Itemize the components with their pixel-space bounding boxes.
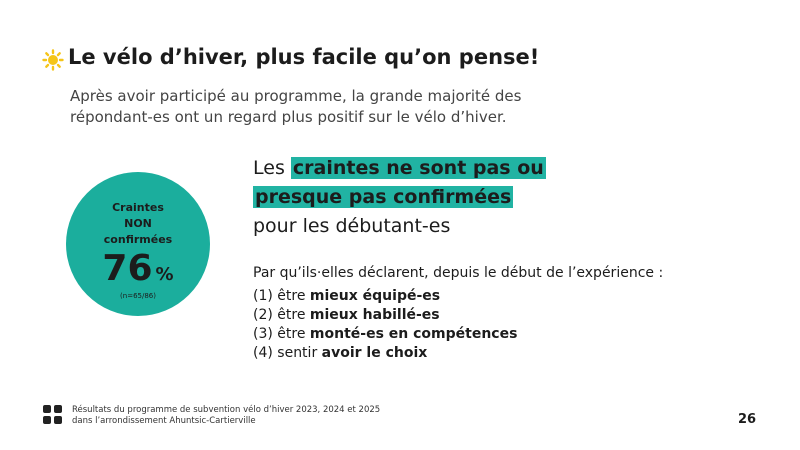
headline-text: Les (253, 157, 285, 179)
footer-line: dans l’arrondissement Ahuntsic-Cartiervi… (72, 416, 256, 426)
highlight: craintes ne sont pas ou (290, 157, 546, 179)
item-bold: mieux équipé-es (309, 288, 441, 304)
list: (1) être mieux équipé-es (2) être mieux … (253, 287, 517, 363)
list-item: (2) être mieux habillé-es (253, 306, 517, 325)
stat-label-line: confirmées (103, 233, 173, 246)
title: Le vélo d’hiver, plus facile qu’on pense… (68, 45, 540, 69)
list-intro: Par qu’ils·elles déclarent, depuis le dé… (253, 265, 664, 281)
stat-label-line: Craintes (112, 201, 164, 214)
item-prefix: (2) être (253, 307, 306, 323)
stat-value: 76% (66, 248, 210, 289)
list-item: (4) sentir avoir le choix (253, 344, 517, 363)
footer: Résultats du programme de subvention vél… (72, 405, 380, 427)
item-prefix: (3) être (253, 326, 306, 342)
sun-icon (42, 49, 64, 71)
headline-text: pour les débutant-es (253, 215, 451, 237)
page-number: 26 (738, 412, 757, 427)
item-bold: monté-es en compétences (309, 326, 518, 342)
subtitle: Après avoir participé au programme, la g… (70, 87, 522, 126)
stat-number: 76 (102, 248, 153, 289)
highlight: presque pas confirmées (253, 186, 514, 208)
footer-line: Résultats du programme de subvention vél… (72, 405, 381, 415)
list-item: (1) être mieux équipé-es (253, 287, 517, 306)
stat-circle (66, 172, 210, 316)
item-prefix: (4) sentir (253, 345, 318, 361)
list-item: (3) être monté-es en compétences (253, 325, 517, 344)
item-bold: mieux habillé-es (309, 307, 440, 323)
stat-note: (n=65/86) (120, 292, 156, 300)
headline: Les craintes ne sont pas ou presque pas … (253, 154, 546, 241)
stat-label-line: NON (124, 217, 152, 230)
stat-unit: % (155, 264, 174, 285)
item-prefix: (1) être (253, 288, 306, 304)
item-bold: avoir le choix (321, 345, 428, 361)
stat-label: Craintes NON confirmées (66, 200, 210, 248)
logo (43, 405, 62, 424)
